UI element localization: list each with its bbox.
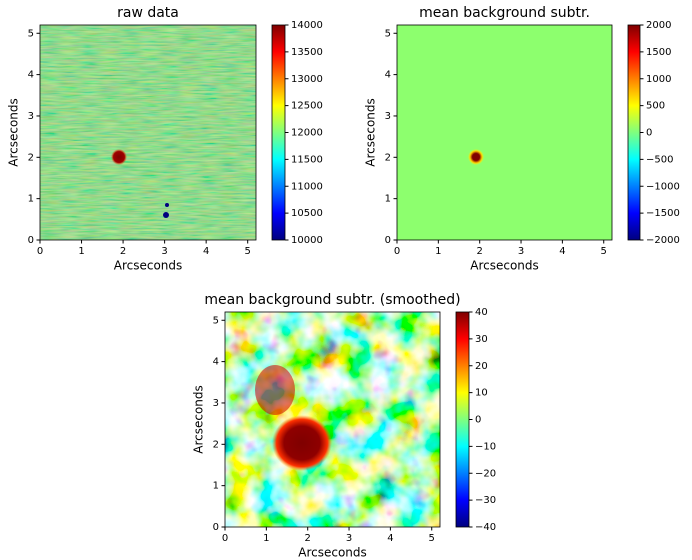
colorbar-tick-label: 2000 xyxy=(646,20,671,31)
y-tick-label: 5 xyxy=(385,28,391,39)
x-tick-label: 1 xyxy=(78,246,84,257)
x-tick-label: 5 xyxy=(245,246,251,257)
colorbar-tick-label: −1500 xyxy=(646,208,680,219)
colorbar-tick-label: 11500 xyxy=(291,154,323,165)
colorbar-tick-label: 12500 xyxy=(291,101,323,112)
y-tick-label: 5 xyxy=(28,28,34,39)
x-tick-label: 4 xyxy=(203,246,209,257)
y-tick-label: 0 xyxy=(385,235,391,246)
colorbar-tick-label: 40 xyxy=(475,307,488,318)
colorbar xyxy=(271,24,286,241)
colorbar-tick-label: 13500 xyxy=(291,47,323,58)
x-tick-label: 3 xyxy=(346,533,352,544)
y-tick-label: 1 xyxy=(28,194,34,205)
y-tick-label: 4 xyxy=(28,70,34,81)
chart-title: raw data xyxy=(117,5,179,21)
colorbar-tick-label: 0 xyxy=(475,415,481,426)
y-tick-label: 4 xyxy=(213,357,219,368)
image-raw xyxy=(40,25,256,240)
y-tick-label: 0 xyxy=(213,522,219,533)
colorbar-tick-label: 10 xyxy=(475,388,488,399)
colorbar-tick-label: 20 xyxy=(475,361,488,372)
image-subtracted xyxy=(397,25,612,240)
chart-title: mean background subtr. xyxy=(419,5,590,21)
colorbar-tick-label: −1000 xyxy=(646,181,680,192)
x-tick-label: 5 xyxy=(429,533,435,544)
y-tick-label: 3 xyxy=(385,111,391,122)
colorbar-tick-label: 10000 xyxy=(291,235,323,246)
y-axis-label: Arcseconds xyxy=(192,385,206,454)
axes-frame xyxy=(224,311,441,528)
colorbar-tick-label: 1500 xyxy=(646,47,671,58)
colorbar xyxy=(627,24,641,241)
y-tick-label: 2 xyxy=(213,439,219,450)
y-axis-label: Arcseconds xyxy=(364,98,378,167)
x-tick-label: 0 xyxy=(37,246,43,257)
colorbar xyxy=(455,311,470,528)
y-tick-label: 0 xyxy=(28,235,34,246)
x-axis-label: Arcseconds xyxy=(298,546,367,560)
image-smoothed xyxy=(225,312,440,527)
y-tick-label: 4 xyxy=(385,70,391,81)
colorbar-tick-label: 10500 xyxy=(291,208,323,219)
colorbar-tick-label: 12000 xyxy=(291,128,323,139)
colorbar-tick-label: 500 xyxy=(646,101,665,112)
colorbar-tick-label: 14000 xyxy=(291,20,323,31)
y-tick-label: 1 xyxy=(213,481,219,492)
colorbar-tick-label: −500 xyxy=(646,154,673,165)
y-tick-label: 3 xyxy=(213,398,219,409)
axes-frame xyxy=(396,24,613,241)
x-tick-label: 0 xyxy=(394,246,400,257)
x-tick-label: 4 xyxy=(559,246,565,257)
y-tick-label: 1 xyxy=(385,194,391,205)
x-tick-label: 2 xyxy=(120,246,126,257)
x-tick-label: 2 xyxy=(305,533,311,544)
colorbar-tick-label: −10 xyxy=(475,441,496,452)
x-tick-label: 2 xyxy=(477,246,483,257)
colorbar-tick-label: −40 xyxy=(475,522,496,533)
axes-frame xyxy=(39,24,257,241)
colorbar-tick-label: −20 xyxy=(475,468,496,479)
x-tick-label: 1 xyxy=(435,246,441,257)
colorbar-tick-label: 30 xyxy=(475,334,488,345)
x-axis-label: Arcseconds xyxy=(470,259,539,273)
x-tick-label: 3 xyxy=(161,246,167,257)
y-tick-label: 5 xyxy=(213,315,219,326)
colorbar-tick-label: 11000 xyxy=(291,181,323,192)
colorbar-tick-label: −2000 xyxy=(646,235,680,246)
y-tick-label: 2 xyxy=(385,152,391,163)
y-tick-label: 3 xyxy=(28,111,34,122)
colorbar-tick-label: 13000 xyxy=(291,74,323,85)
x-axis-label: Arcseconds xyxy=(114,259,183,273)
x-tick-label: 0 xyxy=(222,533,228,544)
colorbar-tick-label: 0 xyxy=(646,128,652,139)
x-tick-label: 4 xyxy=(387,533,393,544)
colorbar-tick-label: −30 xyxy=(475,495,496,506)
colorbar-tick-label: 1000 xyxy=(646,74,671,85)
chart-title: mean background subtr. (smoothed) xyxy=(204,292,460,308)
y-tick-label: 2 xyxy=(28,152,34,163)
y-axis-label: Arcseconds xyxy=(7,98,21,167)
x-tick-label: 3 xyxy=(518,246,524,257)
x-tick-label: 5 xyxy=(601,246,607,257)
x-tick-label: 1 xyxy=(263,533,269,544)
